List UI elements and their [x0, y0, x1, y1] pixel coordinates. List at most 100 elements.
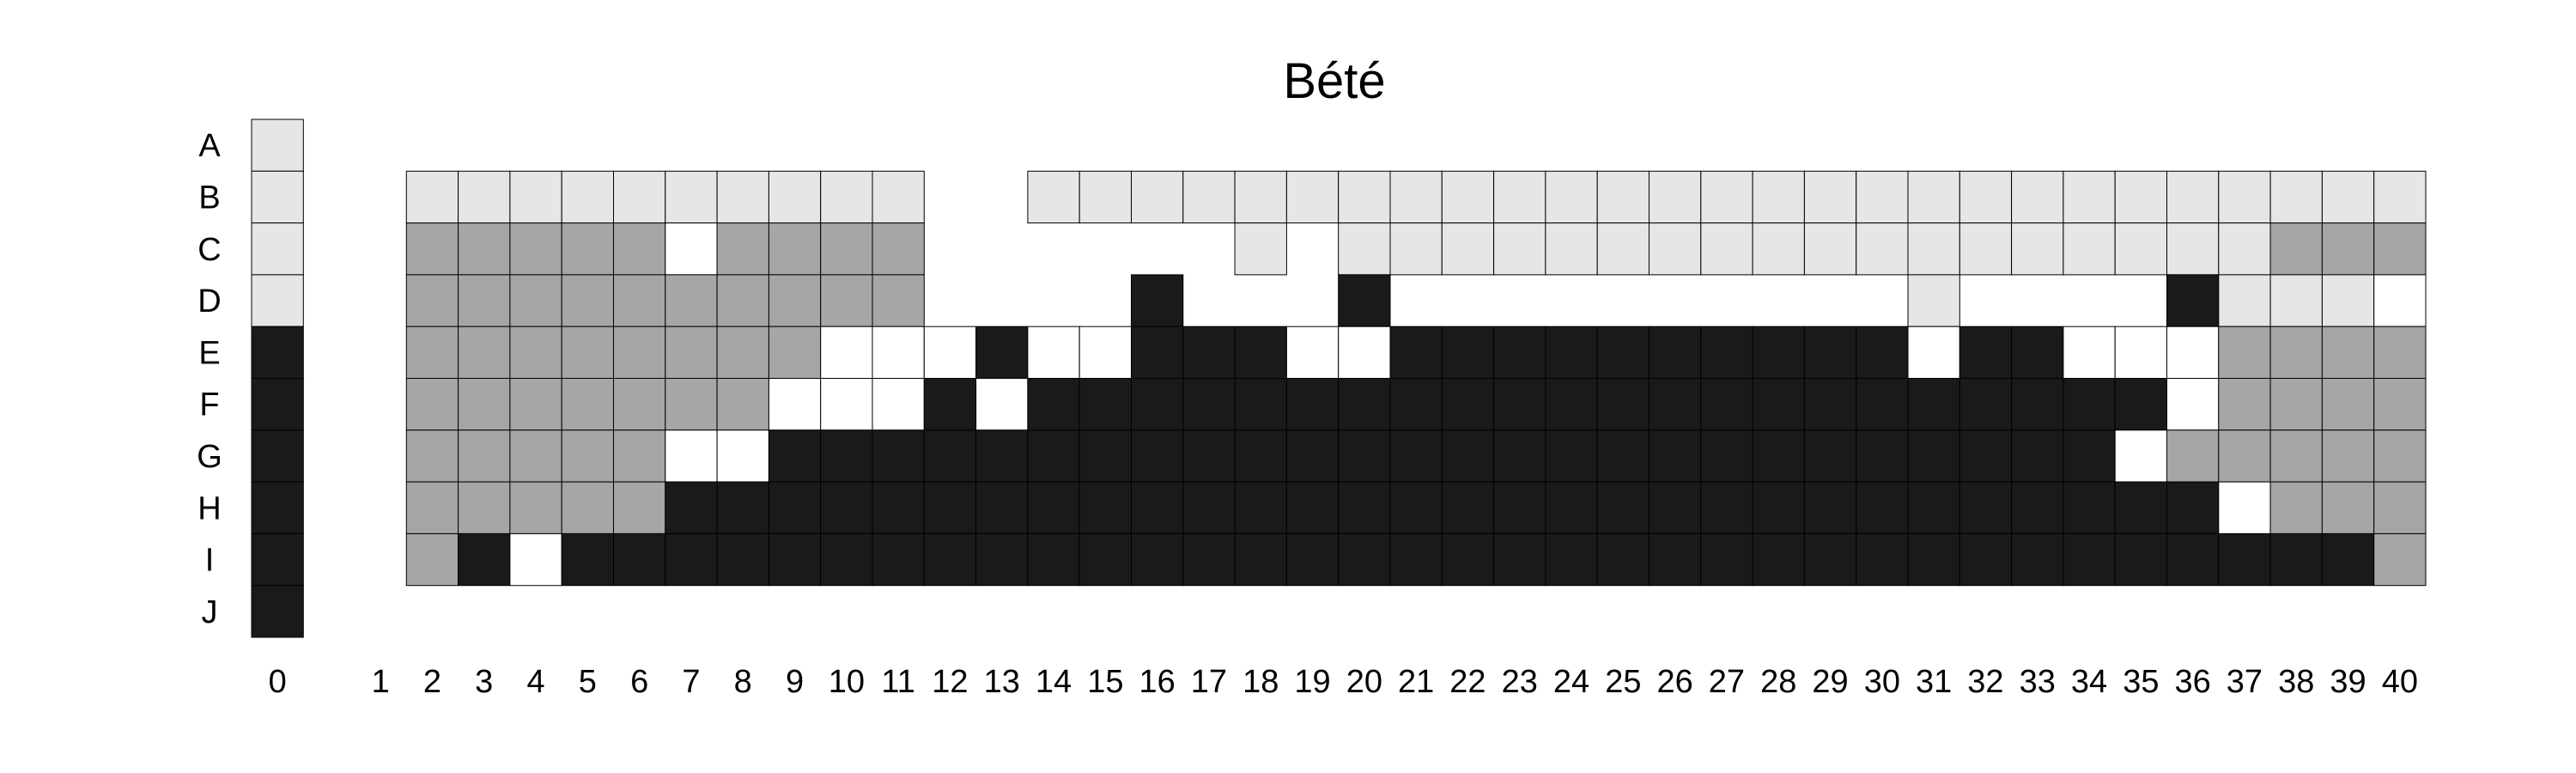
- column-label-0: 0: [269, 664, 287, 700]
- column-label-29: 29: [1812, 664, 1848, 700]
- heatmap-cell-C-31: [1907, 222, 1960, 276]
- heatmap-cell-F-17: [1182, 378, 1236, 431]
- heatmap-cell-G-16: [1131, 429, 1184, 483]
- heatmap-cell-G-40: [2373, 429, 2427, 483]
- heatmap-cell-I-3: [458, 533, 511, 587]
- heatmap-cell-H-22: [1441, 481, 1495, 534]
- heatmap-cell-G-9: [768, 429, 822, 483]
- heatmap-cell-H-2: [405, 481, 459, 534]
- heatmap-cell-I-35: [2114, 533, 2167, 587]
- heatmap-cell-G-28: [1752, 429, 1805, 483]
- heatmap-cell-E-0: [251, 326, 304, 380]
- heatmap-cell-F-19: [1285, 378, 1340, 431]
- column-label-36: 36: [2175, 664, 2211, 700]
- heatmap-cell-D-4: [509, 274, 562, 327]
- heatmap-cell-D-2: [405, 274, 459, 327]
- heatmap-cell-H-28: [1752, 481, 1805, 534]
- heatmap-cell-F-13: [975, 378, 1029, 431]
- heatmap-cell-G-18: [1234, 429, 1287, 483]
- heatmap-cell-I-19: [1285, 533, 1340, 587]
- heatmap-cell-F-4: [509, 378, 562, 431]
- heatmap-cell-F-31: [1907, 378, 1960, 431]
- heatmap-cell-F-33: [2011, 378, 2064, 431]
- heatmap-cell-H-38: [2269, 481, 2323, 534]
- heatmap-cell-B-15: [1078, 170, 1132, 224]
- heatmap-cell-C-9: [768, 222, 822, 276]
- heatmap-cell-C-29: [1803, 222, 1857, 276]
- heatmap-cell-D-40: [2373, 274, 2427, 327]
- heatmap-cell-H-32: [1959, 481, 2013, 534]
- column-label-28: 28: [1760, 664, 1796, 700]
- column-label-31: 31: [1916, 664, 1952, 700]
- heatmap-cell-F-26: [1649, 378, 1702, 431]
- heatmap-cell-H-25: [1596, 481, 1649, 534]
- heatmap-cell-I-12: [923, 533, 977, 587]
- heatmap-cell-C-18: [1234, 222, 1287, 276]
- heatmap-cell-I-26: [1649, 533, 1702, 587]
- column-label-23: 23: [1502, 664, 1538, 700]
- heatmap-cell-G-20: [1338, 429, 1391, 483]
- heatmap-cell-G-36: [2166, 429, 2220, 483]
- heatmap-cell-E-38: [2269, 326, 2323, 380]
- heatmap-cell-E-30: [1856, 326, 1909, 380]
- heatmap-cell-B-33: [2011, 170, 2064, 224]
- heatmap-cell-I-11: [872, 533, 925, 587]
- column-label-39: 39: [2330, 664, 2366, 700]
- column-label-7: 7: [682, 664, 700, 700]
- heatmap-cell-F-2: [405, 378, 459, 431]
- heatmap-cell-B-29: [1803, 170, 1857, 224]
- heatmap-cell-F-29: [1803, 378, 1857, 431]
- heatmap-cell-E-8: [716, 326, 769, 380]
- column-label-2: 2: [423, 664, 441, 700]
- heatmap-cell-F-22: [1441, 378, 1495, 431]
- heatmap-cell-C-23: [1493, 222, 1546, 276]
- heatmap-cell-B-7: [665, 170, 718, 224]
- heatmap-cell-I-40: [2373, 533, 2427, 587]
- column-label-35: 35: [2123, 664, 2159, 700]
- heatmap-cell-I-34: [2063, 533, 2116, 587]
- heatmap-cell-H-16: [1131, 481, 1184, 534]
- heatmap-cell-H-3: [458, 481, 511, 534]
- heatmap-cell-I-5: [561, 533, 615, 587]
- heatmap-cell-G-21: [1389, 429, 1443, 483]
- heatmap-cell-B-18: [1234, 170, 1287, 224]
- column-label-30: 30: [1864, 664, 1900, 700]
- heatmap-cell-I-15: [1078, 533, 1132, 587]
- heatmap-cell-H-11: [872, 481, 925, 534]
- heatmap-cell-H-10: [820, 481, 873, 534]
- heatmap-cell-C-8: [716, 222, 769, 276]
- heatmap-cell-H-9: [768, 481, 822, 534]
- heatmap-cell-I-20: [1338, 533, 1391, 587]
- heatmap-cell-B-11: [872, 170, 925, 224]
- heatmap-cell-G-13: [975, 429, 1029, 483]
- heatmap-cell-F-7: [665, 378, 718, 431]
- column-label-40: 40: [2382, 664, 2418, 700]
- heatmap-cell-H-24: [1545, 481, 1598, 534]
- heatmap-cell-B-31: [1907, 170, 1960, 224]
- heatmap-cell-C-10: [820, 222, 873, 276]
- heatmap-cell-G-31: [1907, 429, 1960, 483]
- heatmap-cell-C-32: [1959, 222, 2013, 276]
- heatmap-cell-F-37: [2218, 378, 2271, 431]
- heatmap-cell-H-19: [1285, 481, 1340, 534]
- column-label-1: 1: [372, 664, 390, 700]
- column-label-6: 6: [630, 664, 648, 700]
- heatmap-cell-H-27: [1700, 481, 1753, 534]
- heatmap-cell-F-30: [1856, 378, 1909, 431]
- heatmap-cell-I-7: [665, 533, 718, 587]
- heatmap-cell-G-37: [2218, 429, 2271, 483]
- heatmap-cell-H-30: [1856, 481, 1909, 534]
- column-label-8: 8: [734, 664, 752, 700]
- heatmap-cell-H-21: [1389, 481, 1443, 534]
- heatmap-cell-I-22: [1441, 533, 1495, 587]
- heatmap-cell-I-10: [820, 533, 873, 587]
- heatmap-cell-I-0: [251, 533, 304, 587]
- heatmap-cell-G-23: [1493, 429, 1546, 483]
- row-label-E: E: [198, 335, 220, 371]
- heatmap-cell-B-39: [2321, 170, 2375, 224]
- heatmap-cell-B-37: [2218, 170, 2271, 224]
- heatmap-cell-B-4: [509, 170, 562, 224]
- heatmap-cell-E-7: [665, 326, 718, 380]
- heatmap-cell-F-6: [613, 378, 666, 431]
